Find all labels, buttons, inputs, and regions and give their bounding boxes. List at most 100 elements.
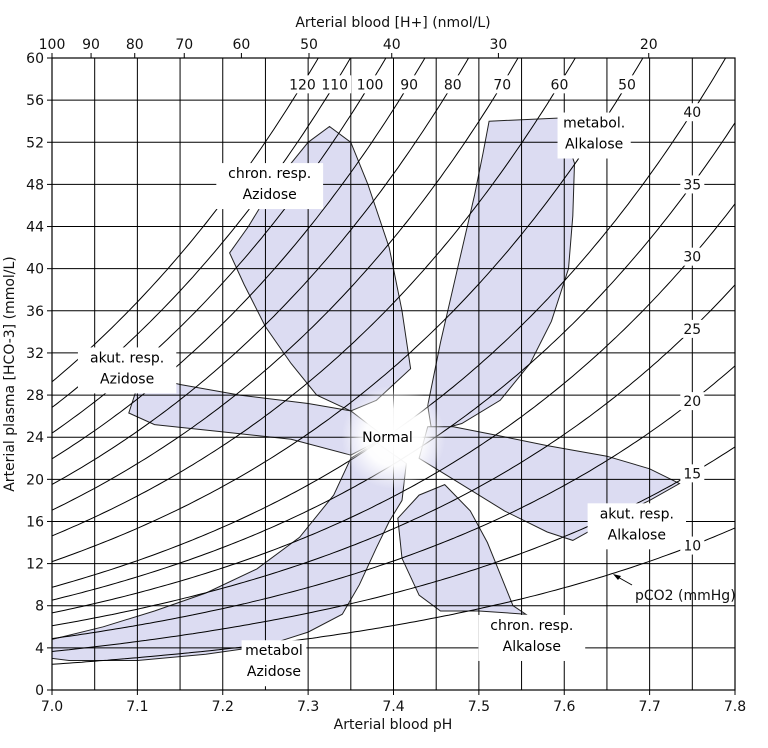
isobar-label-100: 100: [357, 77, 384, 93]
isobar-120: [52, 58, 319, 383]
y-tick-label: 52: [26, 135, 44, 151]
y-tick-label: 56: [26, 93, 44, 109]
y-tick-label: 8: [35, 599, 44, 615]
top-tick-label: 60: [232, 37, 250, 53]
region-label-chron-resp-alkalose: chron. resp.: [490, 618, 573, 634]
region-label-bg: [557, 112, 631, 159]
isobar-label-bg: [397, 75, 422, 94]
isobar-50: [52, 58, 644, 563]
y-tick-label: 60: [26, 51, 44, 67]
isobar-label-bg: [285, 75, 319, 94]
isobar-label-bg: [680, 103, 705, 122]
isobar-label-15: 15: [683, 466, 701, 482]
isobar-60: [52, 58, 576, 537]
isobar-80: [52, 58, 470, 485]
x-axis-label: Arterial blood pH: [334, 717, 453, 733]
y-tick-label: 4: [35, 641, 44, 657]
x-tick-label: 7.7: [638, 699, 660, 715]
isobar-label-bg: [680, 175, 705, 194]
isobar-label-90: 90: [400, 77, 418, 93]
region-label-chron-resp-azidose: chron. resp.: [228, 166, 311, 182]
y-tick-label: 32: [26, 346, 44, 362]
y-tick-label: 24: [26, 430, 44, 446]
isobar-label-30: 30: [683, 250, 701, 266]
isobar-label-120: 120: [289, 77, 316, 93]
x-tick-label: 7.6: [553, 699, 575, 715]
y-tick-label: 20: [26, 472, 44, 488]
top-tick-label: 50: [300, 37, 318, 53]
top-tick-label: 70: [175, 37, 193, 53]
x-tick-label: 7.2: [212, 699, 234, 715]
isobar-label-bg: [490, 75, 515, 94]
normal-label: Normal: [362, 430, 413, 446]
isobar-label-bg: [547, 75, 572, 94]
region-label-chron-resp-alkalose: Alkalose: [503, 639, 561, 655]
top-tick-label: 30: [489, 37, 507, 53]
region-label-bg: [478, 614, 586, 661]
isobar-10: [52, 527, 735, 665]
isobar-label-25: 25: [683, 322, 701, 338]
isobar-label-bg: [440, 75, 465, 94]
region-label-bg: [587, 503, 687, 550]
isobar-25: [52, 284, 735, 627]
y-tick-label: 48: [26, 177, 44, 193]
region-label-metabol-alkalose: metabol.: [563, 116, 625, 132]
y-tick-label: 0: [35, 683, 44, 699]
isobar-label-20: 20: [683, 394, 701, 410]
region-label-metabol-alkalose: Alkalose: [565, 137, 623, 153]
isobar-label-bg: [615, 75, 640, 94]
region-label-bg: [241, 640, 307, 687]
isobar-label-110: 110: [321, 77, 348, 93]
x-tick-label: 7.3: [297, 699, 319, 715]
region-label-akut-resp-alkalose: Alkalose: [608, 527, 666, 543]
isobar-label-bg: [680, 247, 705, 266]
normal-zone: [341, 385, 446, 490]
x-tick-label: 7.4: [382, 699, 404, 715]
top-tick-label: 20: [640, 37, 658, 53]
isobar-label-60: 60: [551, 77, 569, 93]
pco2-label-arrowhead: [613, 574, 621, 580]
region-label-akut-resp-alkalose: akut. resp.: [600, 506, 674, 522]
region-label-bg: [216, 163, 324, 210]
isobar-labels: 10 15 20 25 30 35 40 50 60 70 80 90 100 110 120: [285, 75, 705, 555]
pco2-unit-label: pCO2 (mmHg): [635, 588, 736, 604]
region-label-akut-resp-azidose: Azidose: [100, 371, 154, 387]
grid: [52, 58, 735, 690]
top-tick-label: 80: [126, 37, 144, 53]
isobar-70: [52, 58, 519, 511]
x-tick-label: 7.1: [126, 699, 148, 715]
region-label-akut-resp-azidose: akut. resp.: [90, 350, 164, 366]
x-tick-label: 7.8: [724, 699, 746, 715]
isobar-20: [52, 365, 735, 640]
isobar-30: [52, 203, 735, 614]
region-label-chron-resp-azidose: Azidose: [243, 187, 297, 203]
region-labels: chron. resp. Azidose metabol. Alkalose akut.…: [77, 112, 687, 687]
top-tick-label: 40: [383, 37, 401, 53]
y-axis-label: Arterial plasma [HCO-3] (mmol/L): [2, 256, 18, 492]
isobar-label-bg: [680, 536, 705, 555]
top-axis-label: Arterial blood [H+] (nmol/L): [295, 15, 490, 31]
isobar-label-50: 50: [618, 77, 636, 93]
isobar-label-bg: [680, 464, 705, 483]
x-tick-label: 7.0: [41, 699, 63, 715]
y-tick-label: 36: [26, 304, 44, 320]
region-label-bg: [77, 347, 177, 394]
region-label-metabol-azidose: metabol: [245, 643, 303, 659]
y-tick-label: 28: [26, 388, 44, 404]
isobar-label-10: 10: [683, 539, 701, 555]
y-tick-label: 12: [26, 557, 44, 573]
isobar-label-bg: [318, 75, 352, 94]
region-label-metabol-azidose: Azidose: [247, 664, 301, 680]
x-tick-label: 7.5: [468, 699, 490, 715]
y-tick-label: 44: [26, 220, 44, 236]
isobar-label-bg: [353, 75, 387, 94]
y-tick-label: 16: [26, 514, 44, 530]
isobar-label-80: 80: [444, 77, 462, 93]
isobar-label-bg: [680, 392, 705, 411]
isobar-label-bg: [680, 319, 705, 338]
y-tick-label: 40: [26, 262, 44, 278]
isobar-label-70: 70: [493, 77, 511, 93]
isobar-label-40: 40: [683, 105, 701, 121]
